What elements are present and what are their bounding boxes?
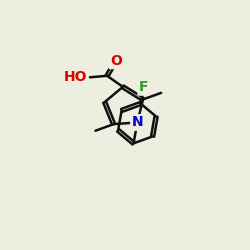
Text: O: O bbox=[110, 54, 122, 68]
Text: N: N bbox=[132, 116, 143, 130]
Text: HO: HO bbox=[64, 70, 87, 84]
Text: F: F bbox=[139, 80, 148, 94]
